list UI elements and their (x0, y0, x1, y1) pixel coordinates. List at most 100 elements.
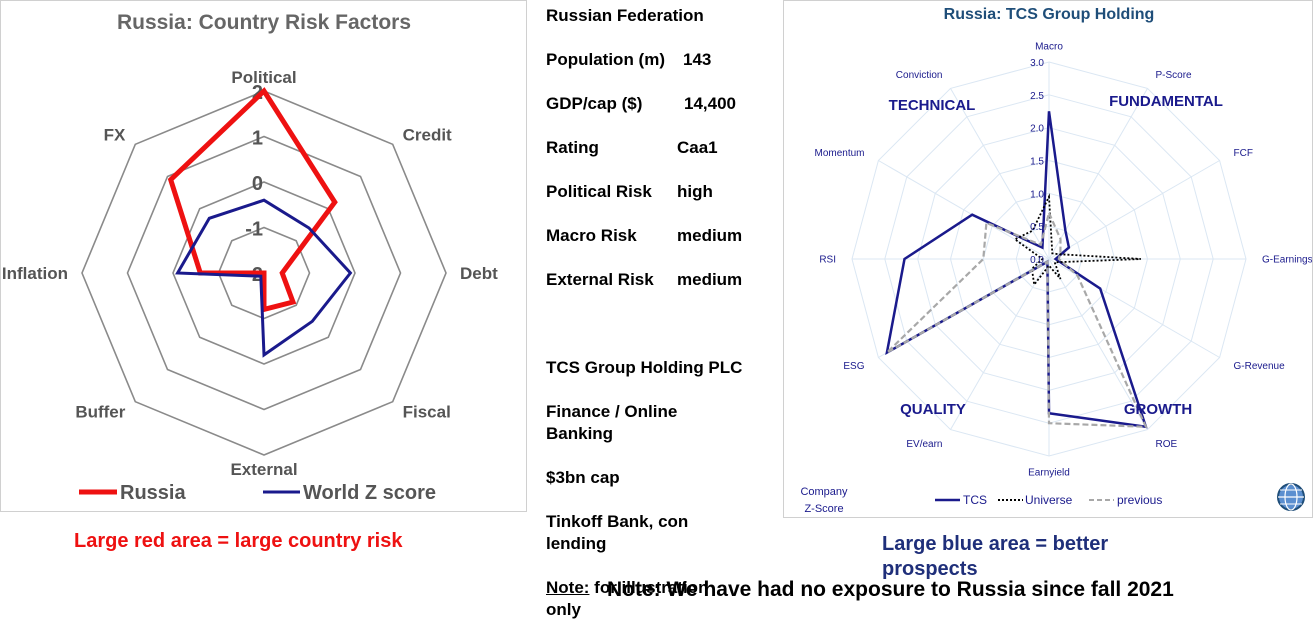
radar-tick-label: 0.0 (1030, 255, 1044, 266)
radar-tick-label: 0.5 (1030, 222, 1044, 233)
group-label-technical: TECHNICAL (889, 97, 976, 114)
illustration-note: Note: for illustration (546, 578, 708, 598)
radar-tick-label: 0 (252, 173, 263, 195)
info-label: Macro Risk (546, 226, 637, 245)
left-radar-series (167, 87, 353, 358)
company-name: TCS Group Holding PLC (546, 358, 743, 377)
info-label: External Risk (546, 270, 654, 289)
info-label: Rating (546, 138, 599, 157)
right-chart-title: Russia: TCS Group Holding (944, 6, 1155, 23)
category-label-debt: Debt (460, 264, 498, 283)
series-previous-line (886, 209, 1148, 428)
z-score-label-line1: Company (800, 486, 848, 498)
info-value: medium (677, 270, 743, 289)
category-label-external: External (230, 460, 297, 479)
radar-spoke (950, 88, 1050, 260)
bottom-exposure-note: Note: We have had no exposure to Russia … (607, 578, 1174, 601)
radar-tick-label: 2 (252, 82, 263, 104)
info-label: Population (m) (546, 50, 665, 69)
info-label: Political Risk (546, 182, 652, 201)
tcs-radar-chart: Russia: TCS Group Holding 0.0 0.5 1.0 1.5 2.… (800, 6, 1312, 515)
category-label-buffer: Buffer (75, 403, 125, 422)
company-sector-line2: Banking (546, 424, 614, 443)
info-value: 143 (683, 50, 712, 69)
category-label-macro: Macro (1035, 42, 1063, 53)
category-label-p-score: P-Score (1156, 70, 1193, 81)
radar-spoke (1048, 258, 1148, 430)
category-label-fiscal: Fiscal (403, 403, 451, 422)
legend-world-label: World Z score (303, 482, 436, 504)
radar-spoke (1048, 88, 1148, 260)
category-label-conviction: Conviction (896, 70, 943, 81)
radar-tick-label: -1 (245, 219, 263, 241)
category-label-earnyield: Earnyield (1028, 468, 1070, 479)
info-row-rating: Rating Caa1 (546, 138, 776, 160)
illustration-note-line2: only (546, 600, 581, 619)
radar-tick-label: 1 (252, 128, 263, 150)
radar-spoke (950, 258, 1050, 430)
series-russia-line (167, 87, 338, 313)
info-row-external-risk: External Risk medium (546, 270, 776, 292)
right-group-labels: TECHNICAL FUNDAMENTAL QUALITY GROWTH (889, 93, 1223, 418)
category-label-ev-earn: EV/earn (906, 439, 942, 450)
radar-tick-label: 3.0 (1030, 58, 1044, 69)
right-caption-line1: Large blue area = better (882, 533, 1109, 555)
info-row-population: Population (m) 143 (546, 50, 776, 72)
left-caption: Large red area = large country risk (74, 530, 403, 552)
info-row-political-risk: Political Risk high (546, 182, 776, 204)
group-label-growth: GROWTH (1124, 401, 1192, 418)
country-name: Russian Federation (546, 6, 704, 25)
left-chart-title: Russia: Country Risk Factors (117, 11, 411, 34)
right-radar-series (885, 111, 1148, 429)
category-label-momentum: Momentum (814, 148, 864, 159)
category-label-credit: Credit (403, 125, 452, 144)
info-label: GDP/cap ($) (546, 94, 643, 113)
right-radar-category-labels: Macro P-Score FCF G-Earnings G-Revenue ROE Ear… (814, 42, 1312, 479)
tcs-chart-panel: Russia: TCS Group Holding 0.0 0.5 1.0 1.5 2.… (783, 0, 1313, 518)
radar-spoke (1048, 160, 1220, 260)
illustration-note-label: Note: (546, 578, 590, 597)
category-label-esg: ESG (843, 361, 864, 372)
left-radar-category-labels: Political Credit Debt Fiscal External Buffer I… (2, 68, 498, 479)
illustration-note-text: for illustration (589, 578, 709, 597)
legend-previous-label: previous (1117, 493, 1162, 507)
legend-russia-label: Russia (120, 482, 186, 504)
series-world-z-score-line (175, 198, 353, 358)
right-legend: TCS Universe previous (935, 493, 1162, 507)
country-risk-chart-panel: Russia: Country Risk Factors -2 -1 0 1 2 Pol… (0, 0, 527, 512)
legend-universe-label: Universe (1025, 493, 1073, 507)
right-radar-tick-labels: 0.0 0.5 1.0 1.5 2.0 2.5 3.0 (1030, 58, 1044, 266)
group-label-fundamental: FUNDAMENTAL (1109, 93, 1223, 110)
company-desc-line1: Tinkoff Bank, con (546, 512, 689, 531)
category-label-fcf: FCF (1234, 148, 1253, 159)
radar-tick-label: 2.0 (1030, 124, 1044, 135)
right-caption-line2: prospects (882, 558, 978, 580)
legend-tcs-label: TCS (963, 493, 987, 507)
radar-spoke (878, 160, 1050, 260)
category-label-rsi: RSI (819, 255, 836, 266)
category-label-g-revenue: G-Revenue (1234, 361, 1286, 372)
radar-spoke (1048, 258, 1220, 358)
category-label-roe: ROE (1156, 439, 1178, 450)
info-row-macro-risk: Macro Risk medium (546, 226, 776, 248)
radar-tick-label: 2.5 (1030, 91, 1044, 102)
info-value: high (677, 182, 713, 201)
radar-tick-label: 1.5 (1030, 157, 1044, 168)
info-row-gdp: GDP/cap ($) 14,400 (546, 94, 776, 116)
z-score-label-line2: Z-Score (804, 503, 843, 515)
info-value: 14,400 (684, 94, 736, 113)
radar-tick-label: 1.0 (1030, 189, 1044, 200)
globe-logo-icon (1277, 483, 1305, 511)
left-legend: Russia World Z score (79, 482, 436, 504)
company-cap: $3bn cap (546, 468, 620, 487)
category-label-political: Political (231, 68, 296, 87)
company-sector-line1: Finance / Online (546, 402, 678, 421)
category-label-g-earnings: G-Earnings (1262, 255, 1312, 266)
radar-grid-ring (126, 135, 402, 411)
category-label-fx: FX (104, 125, 126, 144)
group-label-quality: QUALITY (900, 401, 966, 418)
info-value: Caa1 (677, 138, 718, 157)
info-value: medium (677, 226, 743, 245)
